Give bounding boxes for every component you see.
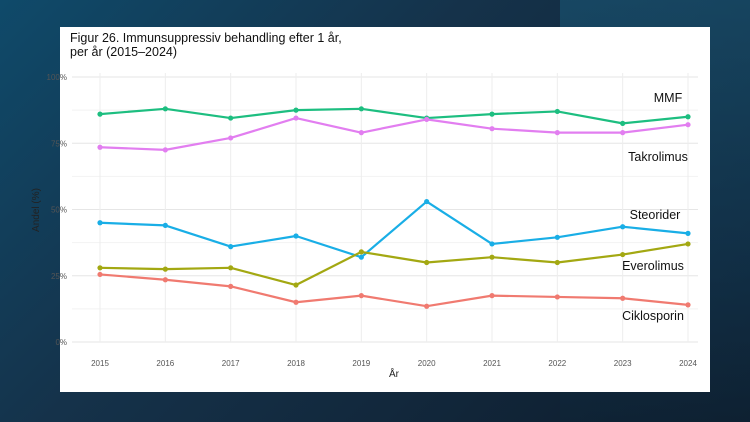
data-point-ciklosporin bbox=[489, 293, 495, 299]
data-point-ciklosporin bbox=[228, 283, 234, 289]
data-point-steorider bbox=[424, 198, 430, 205]
y-tick-label: 0% bbox=[55, 338, 67, 347]
data-point-mmf bbox=[97, 111, 103, 117]
data-point-mmf bbox=[228, 115, 234, 121]
data-point-everolimus bbox=[489, 254, 495, 260]
data-point-takrolimus bbox=[424, 116, 430, 122]
x-tick-label: 2015 bbox=[91, 359, 109, 368]
data-point-mmf bbox=[162, 106, 168, 112]
x-axis-title: År bbox=[389, 367, 400, 380]
data-point-ciklosporin bbox=[554, 294, 560, 300]
series-line-ciklosporin bbox=[99, 273, 689, 308]
data-point-everolimus bbox=[424, 259, 430, 266]
data-point-everolimus bbox=[685, 241, 691, 247]
data-point-steorider bbox=[162, 222, 168, 228]
data-point-ciklosporin bbox=[162, 277, 168, 283]
data-point-ciklosporin bbox=[620, 295, 626, 301]
data-point-everolimus bbox=[358, 249, 364, 255]
data-point-everolimus bbox=[97, 265, 103, 271]
data-point-steorider bbox=[293, 233, 299, 239]
gridlines bbox=[72, 73, 698, 343]
data-point-steorider bbox=[620, 224, 626, 230]
data-point-takrolimus bbox=[358, 130, 364, 136]
chart-title-block: Figur 26. Immunsuppressiv behandling eft… bbox=[70, 31, 342, 59]
series-label-takrolimus: Takrolimus bbox=[628, 150, 688, 164]
y-tick-label: 75% bbox=[51, 139, 67, 148]
data-point-ciklosporin bbox=[97, 271, 103, 278]
data-point-steorider bbox=[358, 254, 364, 260]
data-point-takrolimus bbox=[162, 147, 168, 153]
data-point-everolimus bbox=[162, 266, 168, 272]
y-tick-label: 50% bbox=[51, 206, 67, 215]
x-tick-label: 2023 bbox=[614, 359, 632, 368]
data-point-takrolimus bbox=[293, 115, 299, 121]
data-point-steorider bbox=[97, 220, 103, 226]
y-axis-title: Andel (%) bbox=[31, 188, 42, 232]
data-point-takrolimus bbox=[97, 144, 103, 150]
series-label-ciklosporin: Ciklosporin bbox=[622, 309, 684, 323]
data-point-mmf bbox=[489, 111, 495, 117]
data-point-everolimus bbox=[554, 259, 560, 266]
data-point-takrolimus bbox=[620, 130, 626, 136]
series-label-steorider: Steorider bbox=[630, 208, 681, 222]
x-tick-label: 2020 bbox=[418, 359, 436, 368]
x-tick-label: 2016 bbox=[156, 359, 174, 368]
data-point-mmf bbox=[620, 120, 626, 126]
y-tick-label: 100% bbox=[47, 73, 67, 82]
data-point-everolimus bbox=[228, 265, 234, 271]
series-label-everolimus: Everolimus bbox=[622, 259, 684, 273]
data-point-everolimus bbox=[293, 282, 299, 288]
series-label-mmf: MMF bbox=[654, 91, 683, 105]
data-point-takrolimus bbox=[489, 126, 495, 132]
data-point-mmf bbox=[293, 107, 299, 113]
series-line-steorider bbox=[99, 200, 689, 259]
data-point-ciklosporin bbox=[685, 302, 691, 308]
x-tick-label: 2021 bbox=[483, 359, 501, 368]
x-tick-label: 2017 bbox=[222, 359, 240, 368]
chart-title: Figur 26. Immunsuppressiv behandling eft… bbox=[70, 31, 342, 45]
x-tick-label: 2019 bbox=[352, 359, 370, 368]
data-point-takrolimus bbox=[554, 130, 560, 136]
series-line-everolimus bbox=[99, 242, 689, 287]
data-point-steorider bbox=[489, 241, 495, 247]
data-point-steorider bbox=[228, 244, 234, 250]
data-point-steorider bbox=[685, 230, 691, 236]
data-point-ciklosporin bbox=[358, 293, 364, 299]
y-tick-label: 25% bbox=[51, 272, 67, 281]
data-point-steorider bbox=[554, 234, 560, 240]
data-point-mmf bbox=[554, 108, 560, 115]
series-labels: MMF Takrolimus Steorider Everolimus Ciklospo… bbox=[622, 91, 688, 323]
series-line-takrolimus bbox=[99, 116, 689, 151]
x-tick-label: 2018 bbox=[287, 359, 305, 368]
x-tick-label: 2022 bbox=[548, 359, 566, 368]
x-tick-label: 2024 bbox=[679, 359, 697, 368]
data-point-ciklosporin bbox=[293, 299, 299, 305]
data-point-mmf bbox=[358, 106, 364, 112]
data-point-takrolimus bbox=[228, 135, 234, 141]
series-line-mmf bbox=[99, 107, 689, 125]
chart-subtitle: per år (2015–2024) bbox=[70, 45, 178, 59]
y-tick-labels: 0% 25% 50% 75% 100% bbox=[47, 73, 67, 347]
x-tick-labels: 2015 2016 2017 2018 2019 2020 2021 2022 2023 2024 bbox=[91, 359, 697, 368]
series-lines bbox=[97, 106, 691, 309]
data-point-takrolimus bbox=[685, 122, 691, 128]
data-point-mmf bbox=[685, 114, 691, 120]
data-point-ciklosporin bbox=[424, 303, 430, 309]
data-point-everolimus bbox=[620, 251, 626, 258]
